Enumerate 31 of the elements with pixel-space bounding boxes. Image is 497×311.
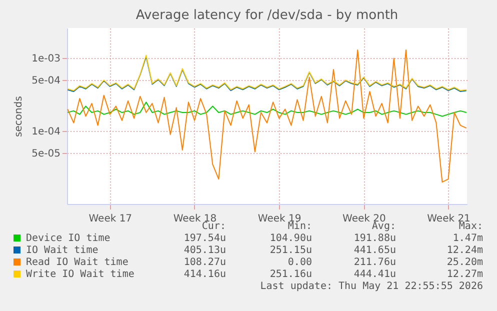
x-tick-label: Week 17 bbox=[88, 214, 132, 224]
text: 12.24m bbox=[446, 245, 483, 256]
text: 444.41u bbox=[354, 269, 396, 280]
text: 197.54u bbox=[182, 233, 226, 245]
y-tick-label: 5e-05 bbox=[32, 148, 60, 160]
legend-label: Read IO Wait time bbox=[26, 257, 128, 268]
text: 405.13u bbox=[182, 245, 226, 257]
text: 251.15u bbox=[270, 245, 312, 256]
chart-title: Average latency for /dev/sda - by month bbox=[136, 8, 398, 23]
legend-label: Device IO time bbox=[26, 233, 110, 244]
y-tick-label: 1e-03 bbox=[32, 54, 60, 65]
legend-label: IO Wait time bbox=[26, 245, 98, 256]
y-axis-title: seconds bbox=[14, 96, 25, 137]
legend-label: Write IO Wait time bbox=[26, 269, 134, 280]
y-tick-label: 5e-04 bbox=[32, 76, 60, 87]
text: 12.27m bbox=[446, 269, 483, 280]
text: 211.76u bbox=[354, 257, 396, 268]
text: Last update: Thu May 21 22:55:55 2026 bbox=[259, 281, 483, 293]
text: 414.16u bbox=[182, 269, 226, 281]
text: 104.90u bbox=[270, 233, 312, 244]
text: 25.20m bbox=[446, 257, 483, 268]
text: 108.27u bbox=[182, 257, 226, 269]
text: 1.47m bbox=[452, 233, 483, 244]
text: 251.16u bbox=[270, 269, 312, 280]
y-tick-label: 1e-04 bbox=[32, 126, 60, 138]
line-series bbox=[67, 102, 467, 117]
line-series bbox=[67, 49, 467, 183]
text: 0.00 bbox=[288, 257, 312, 268]
text: 441.65u bbox=[354, 245, 396, 256]
text: 191.88u bbox=[354, 233, 396, 244]
text: Avg: bbox=[372, 221, 396, 232]
